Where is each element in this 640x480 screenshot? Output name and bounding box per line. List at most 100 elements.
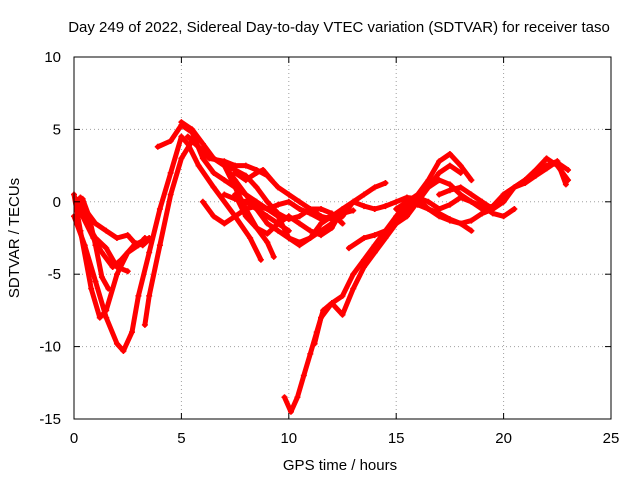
data-point — [565, 177, 572, 184]
data-point — [446, 181, 453, 188]
data-point — [532, 166, 539, 173]
data-point — [382, 227, 389, 234]
data-point — [393, 206, 400, 213]
plot-frame — [73, 56, 612, 420]
data-point — [350, 198, 357, 205]
data-point — [264, 206, 271, 213]
x-tick-label: 0 — [70, 430, 78, 447]
data-point — [146, 249, 153, 256]
data-point — [264, 198, 271, 205]
data-point — [275, 227, 282, 234]
data-point — [92, 278, 99, 285]
data-point — [565, 166, 572, 173]
data-point — [414, 201, 421, 208]
data-point — [156, 242, 163, 249]
data-point — [457, 220, 464, 227]
data-point — [468, 198, 475, 205]
y-tick-label: 0 — [53, 194, 61, 211]
data-point — [500, 213, 507, 220]
data-point — [242, 162, 249, 169]
data-point — [113, 263, 120, 270]
data-point — [562, 181, 569, 188]
data-point — [285, 198, 292, 205]
data-point — [446, 162, 453, 169]
tick-layer: 0 5 10 15 20 25 10 5 0 -5 -10 -15 — [39, 49, 619, 447]
data-point — [210, 184, 217, 191]
data-point — [113, 271, 120, 278]
data-point — [543, 162, 550, 169]
data-point — [92, 220, 99, 227]
data-point — [382, 235, 389, 241]
data-point — [275, 213, 282, 220]
data-point — [382, 179, 389, 186]
data-point — [287, 408, 294, 415]
data-point — [339, 220, 346, 227]
data-point — [500, 191, 507, 198]
data-point — [425, 198, 432, 205]
series-arc-13 — [221, 180, 388, 245]
data-point — [457, 184, 464, 191]
data-point — [328, 213, 335, 220]
data-point — [281, 394, 288, 401]
data-point — [167, 169, 174, 176]
data-point — [285, 191, 292, 198]
data-point — [135, 292, 142, 299]
data-point — [296, 206, 303, 213]
data-point — [199, 140, 206, 147]
data-point — [242, 177, 249, 184]
data-point — [371, 249, 378, 256]
series-arc-17 — [312, 151, 474, 347]
series-layer — [71, 119, 572, 415]
y-tick-label: -10 — [39, 339, 61, 356]
data-point — [311, 340, 318, 347]
data-point — [307, 227, 314, 234]
data-point — [403, 198, 410, 205]
data-point — [167, 137, 174, 144]
data-point — [328, 300, 335, 307]
data-point — [210, 155, 217, 162]
data-point — [178, 133, 185, 140]
data-point — [468, 217, 475, 224]
data-point — [350, 271, 357, 278]
data-point — [189, 126, 196, 133]
data-point — [79, 195, 86, 202]
data-point — [318, 220, 325, 227]
data-point — [371, 184, 378, 191]
data-point — [457, 169, 464, 176]
x-axis-label: GPS time / hours — [283, 457, 397, 474]
data-point — [242, 213, 249, 220]
data-point — [103, 314, 110, 321]
data-point — [360, 263, 367, 270]
data-point — [242, 191, 249, 198]
data-point — [275, 201, 282, 208]
data-point — [403, 206, 410, 213]
data-point — [479, 210, 486, 217]
data-point — [275, 184, 282, 191]
data-point — [210, 169, 217, 176]
data-point — [350, 285, 357, 292]
data-point — [270, 253, 277, 260]
data-point — [232, 169, 239, 176]
data-point — [146, 236, 153, 243]
data-point — [120, 347, 127, 354]
data-point — [446, 151, 453, 158]
data-point — [285, 213, 292, 220]
series-arc-5 — [77, 195, 131, 274]
data-point — [128, 329, 135, 336]
y-axis-label: SDTVAR / TECUs — [6, 178, 23, 298]
data-point — [296, 213, 303, 220]
data-point — [543, 155, 550, 162]
data-point — [232, 184, 239, 191]
data-point — [141, 321, 148, 328]
data-point — [468, 191, 475, 198]
data-point — [554, 162, 561, 169]
series-arc-21 — [415, 202, 474, 234]
y-tick-label: 5 — [53, 121, 61, 138]
data-point — [139, 242, 146, 249]
data-point — [318, 314, 325, 321]
data-point — [425, 206, 432, 213]
data-point — [253, 184, 260, 191]
data-point — [489, 206, 496, 213]
data-point — [436, 169, 443, 176]
